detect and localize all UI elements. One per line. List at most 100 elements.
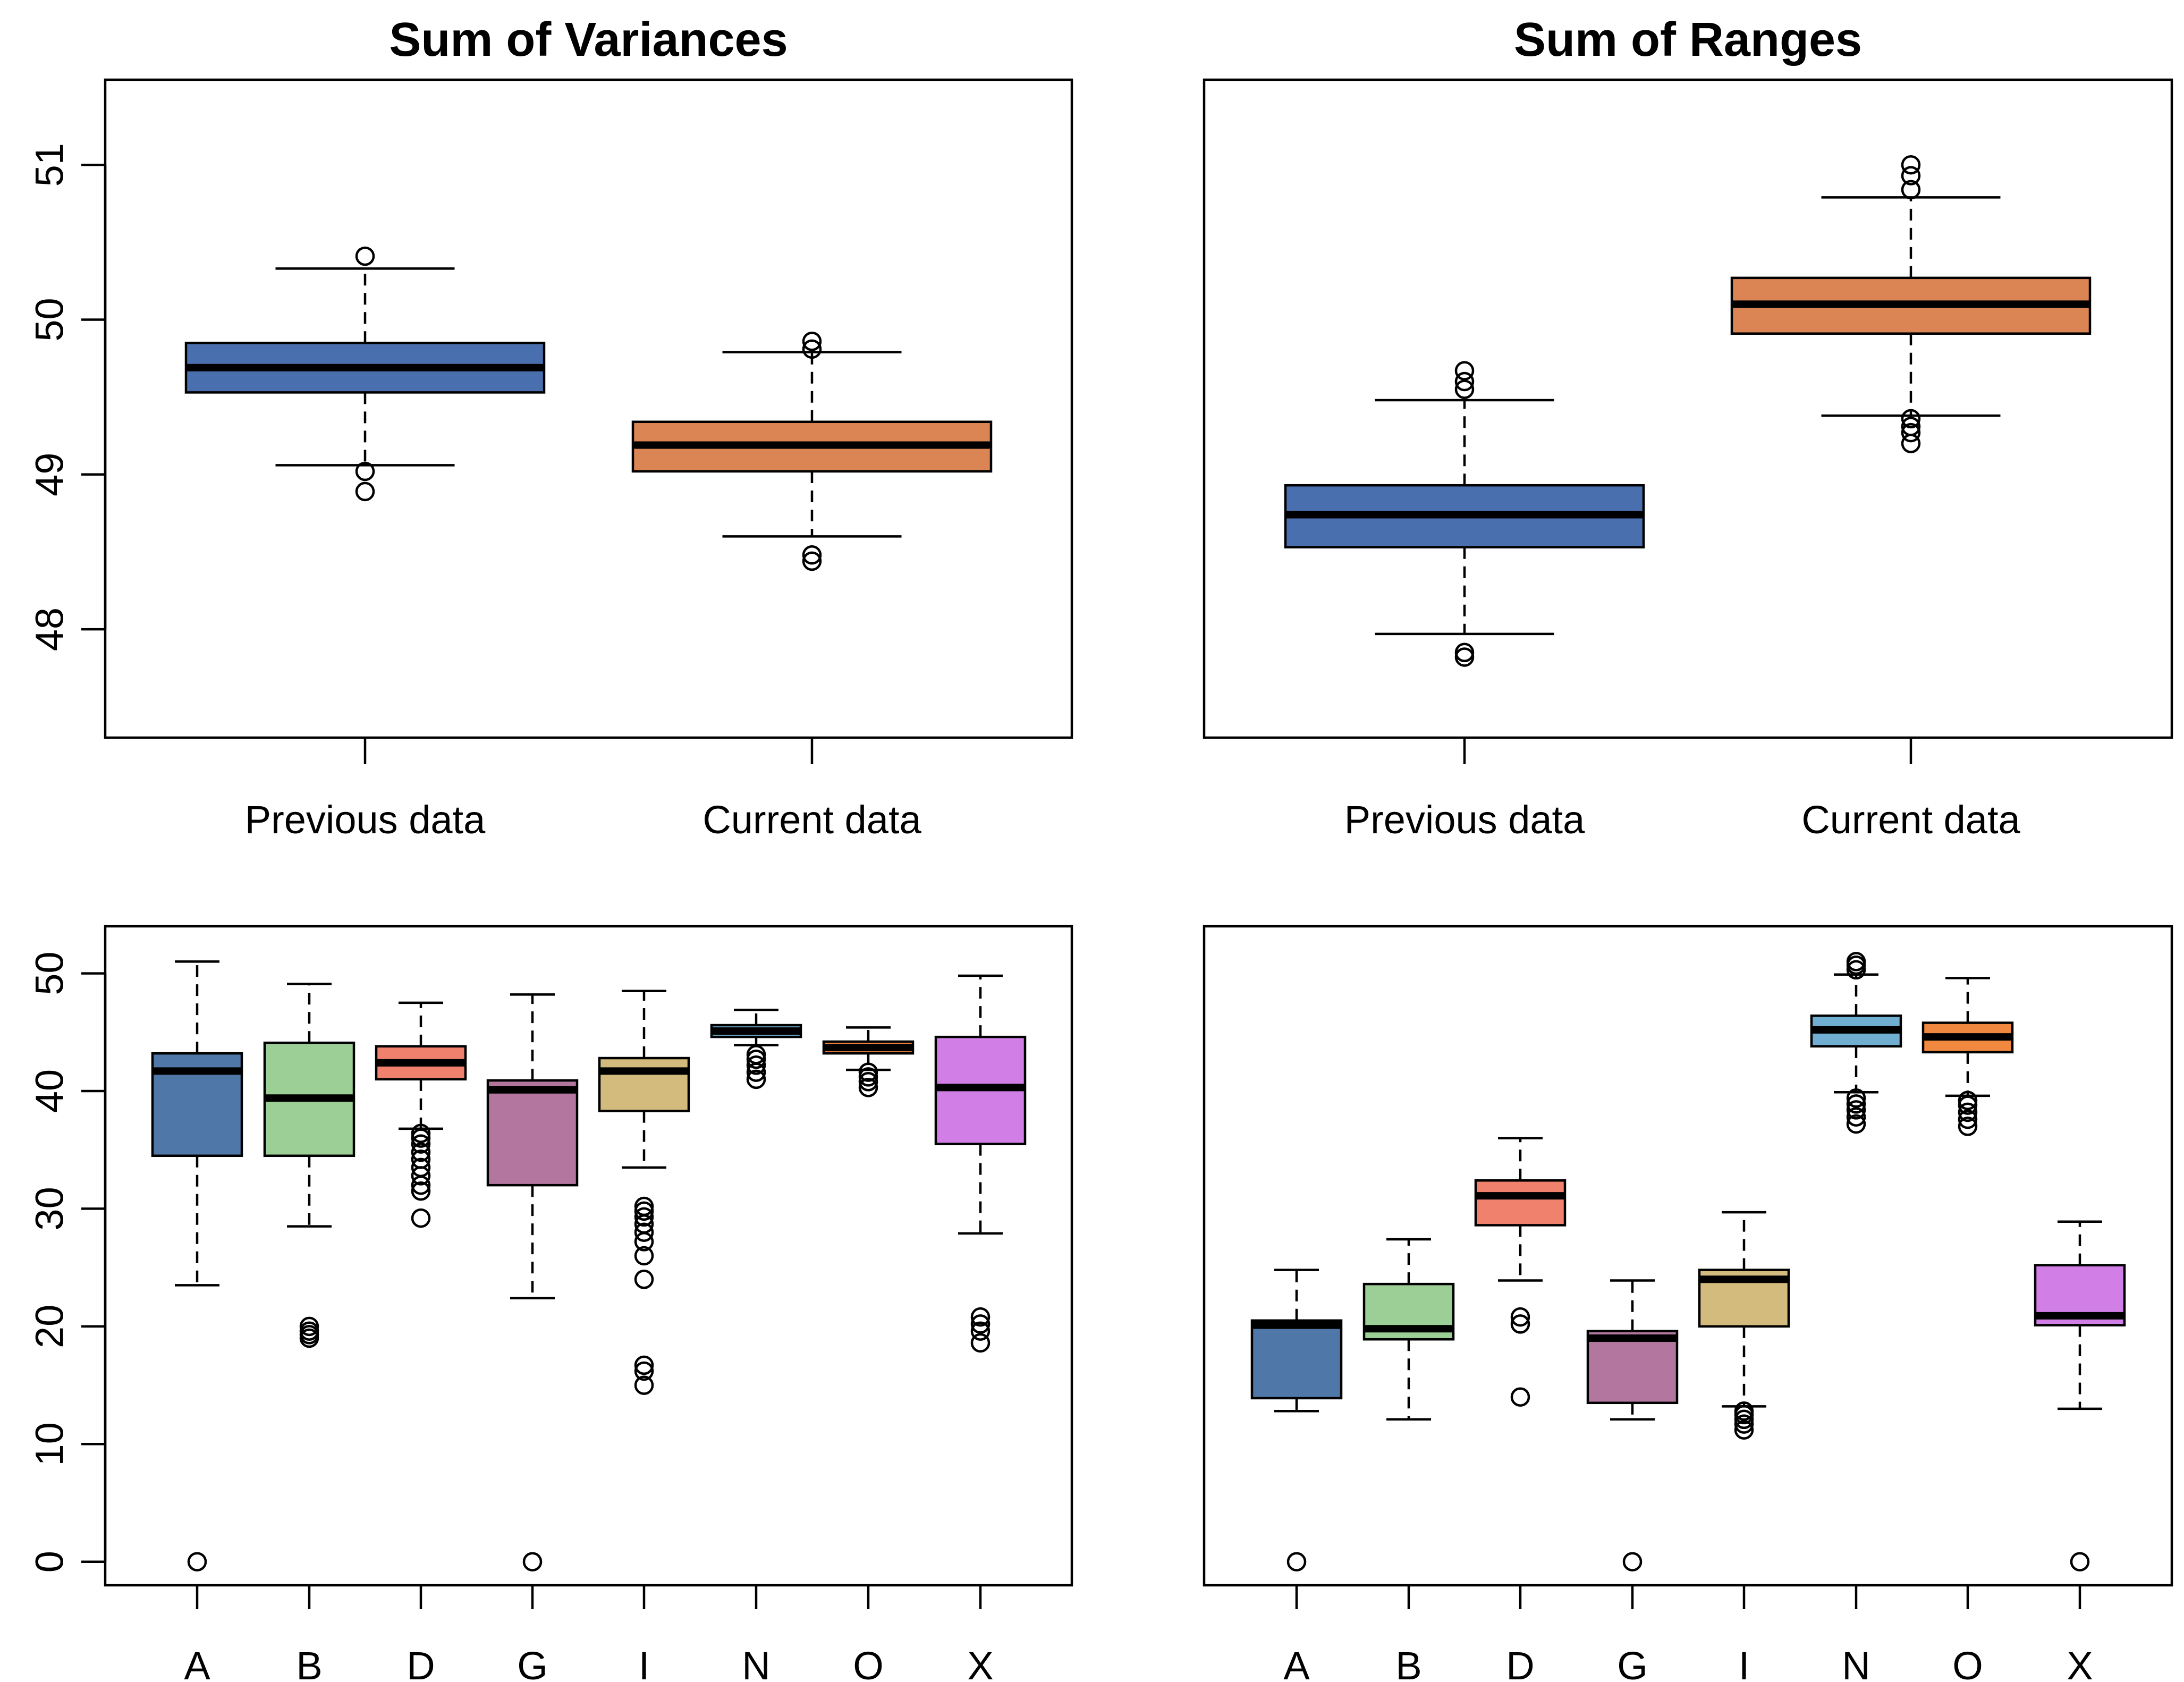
x-tick-label: D [1506,1644,1534,1682]
box-a [151,960,243,1571]
box-b [1362,1238,1455,1421]
outlier-point [1846,960,1866,980]
outlier-point [1901,422,1921,443]
x-tick-label: O [1952,1644,1983,1682]
x-tick-label: Previous data [1344,798,1585,842]
outlier-point [355,481,375,502]
box-x [934,974,1027,1353]
x-tick-label: Current data [1801,798,2020,842]
outlier-point [411,1157,431,1178]
outlier-point [1734,1414,1754,1434]
outlier-point [634,1207,654,1227]
outlier-point [522,1552,543,1571]
box-g [486,993,579,1571]
outlier-point [634,1355,654,1375]
outlier-point [746,1045,766,1064]
x-tick-label: A [1283,1644,1310,1682]
y-tick-label: 0 [28,1551,72,1573]
outlier-point [1901,155,1921,175]
outlier-point [858,1062,878,1082]
outlier-point [746,1049,766,1069]
box-g [1586,1279,1679,1571]
plot-frame [1203,925,2173,1587]
outlier-point [802,332,822,351]
y-tick-label: 30 [28,1187,72,1230]
x-tick-label: N [1842,1644,1870,1682]
outlier-point [802,545,822,565]
box-i [598,990,690,1395]
outlier-point [411,1142,431,1162]
y-tick-label: 10 [28,1422,72,1466]
y-tick-label: 50 [28,951,72,995]
outlier-point [1734,1409,1754,1430]
outlier-point [411,1134,431,1154]
outlier-point [1846,1094,1866,1114]
outlier-point [1286,1552,1307,1571]
box-d [375,1001,467,1228]
outlier-point [1454,361,1475,381]
box-previous-data [1284,361,1645,667]
outlier-point [634,1196,654,1216]
iqr-box [598,1056,690,1112]
x-tick-label: X [967,1644,993,1682]
box-i [1698,1211,1790,1440]
chart-title: Sum of Ranges [1514,13,1862,66]
outlier-point [1622,1552,1643,1571]
box-o [1921,977,2014,1136]
outlier-point [1958,1109,1978,1129]
outlier-point [970,1321,991,1341]
y-tick-label: 50 [28,298,72,341]
outlier-point [634,1201,654,1221]
plot-frame [1203,78,2173,739]
x-tick-label: G [517,1644,548,1682]
x-tick-label: Current data [702,798,921,842]
outlier-point [1510,1307,1530,1327]
box-n [710,1008,802,1089]
outlier-point [970,1333,991,1353]
y-tick-label: 48 [28,607,72,651]
outlier-point [1846,952,1866,971]
iqr-box [1474,1179,1567,1227]
outlier-point [1454,643,1475,663]
outlier-point [1958,1117,1978,1136]
box-current-data [631,332,993,571]
outlier-point [1901,166,1921,185]
outlier-point [746,1069,766,1089]
outlier-point [802,339,822,359]
outlier-point [1454,371,1475,392]
outlier-point [2070,1552,2090,1571]
box-x [2034,1220,2126,1571]
outlier-point [1846,1114,1866,1134]
outlier-point [1846,1100,1866,1120]
outlier-point [411,1149,431,1169]
outlier-point [970,1307,991,1327]
outlier-point [1734,1420,1754,1440]
y-tick-label: 51 [28,143,72,187]
outlier-point [858,1072,878,1092]
outlier-point [634,1246,654,1266]
outlier-point [411,1128,431,1148]
outlier-point [1901,180,1921,200]
x-tick-label: B [296,1644,322,1682]
chart-title: Sum of Variances [389,13,788,66]
outlier-point [1958,1095,1978,1115]
outlier-point [634,1361,654,1381]
outlier-point [411,1208,431,1228]
box-a [1250,1269,1343,1571]
outlier-point [858,1067,878,1087]
outlier-point [299,1321,319,1341]
box-o [822,1026,915,1097]
box-b [263,983,355,1348]
outlier-point [1901,417,1921,436]
x-tick-label: A [184,1644,210,1682]
outlier-point [634,1222,654,1242]
outlier-point [746,1055,766,1075]
outlier-point [1734,1401,1754,1421]
boxplot-panel-3: 0 10 20 30 40 50 A B D G I N O X [28,925,1073,1682]
iqr-box [486,1079,579,1187]
outlier-point [187,1552,207,1571]
boxplot-panel-2: Sum of Ranges Previous data Current data [1203,13,2173,842]
x-tick-label: N [742,1644,770,1682]
